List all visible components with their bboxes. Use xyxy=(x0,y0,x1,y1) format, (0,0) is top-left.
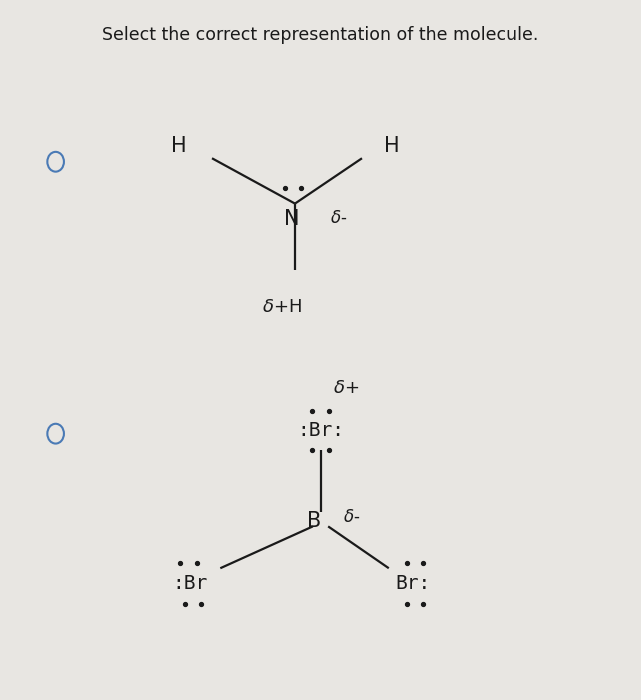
Text: Select the correct representation of the molecule.: Select the correct representation of the… xyxy=(103,26,538,44)
Text: $\delta$-: $\delta$- xyxy=(343,508,360,526)
Text: $\delta$+: $\delta$+ xyxy=(333,379,359,397)
Text: N: N xyxy=(284,209,299,229)
Text: $\delta$-: $\delta$- xyxy=(330,209,347,228)
Text: :Br:: :Br: xyxy=(297,421,344,440)
Text: H: H xyxy=(385,136,400,156)
Text: $\delta$+H: $\delta$+H xyxy=(262,298,302,316)
Text: H: H xyxy=(171,136,187,156)
Text: :Br: :Br xyxy=(172,574,207,593)
Text: Br:: Br: xyxy=(395,574,431,593)
Text: B: B xyxy=(307,511,321,531)
